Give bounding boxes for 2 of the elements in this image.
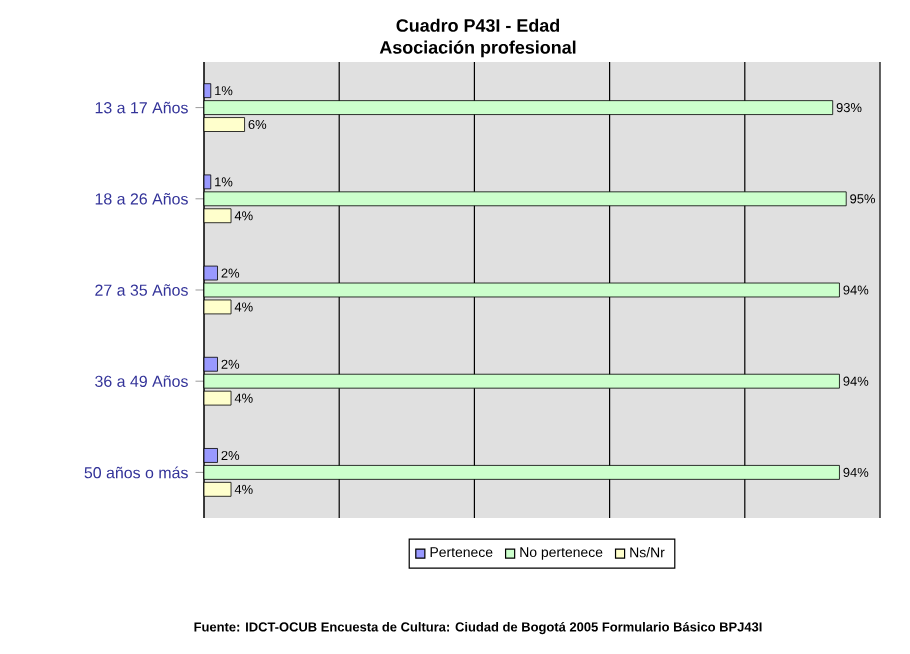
chart-subtitle: Asociación profesional [379,40,576,58]
chart-title: Cuadro P43I - Edad [396,18,560,32]
